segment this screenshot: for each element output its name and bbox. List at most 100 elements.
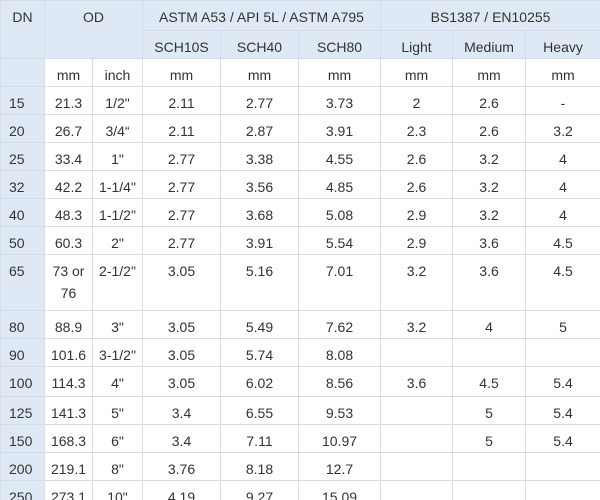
table-cell: 2.3 [380,114,454,143]
table-cell [452,480,527,500]
table-cell: 2.6 [452,114,527,143]
table-cell: 60.3 [44,226,93,255]
table-cell: 4.85 [297,170,382,199]
unit-cell: mm [44,58,93,87]
dn-cell: 65 [0,254,45,311]
table-cell: - [525,86,600,115]
table-cell: 3.91 [220,226,299,255]
table-cell [380,480,454,500]
unit-cell: mm [452,58,527,87]
table-cell: 3.05 [142,254,221,311]
table-cell: 3.6 [452,226,527,255]
table-cell: 9.53 [297,396,382,425]
table-cell: 42.2 [44,170,93,199]
table-cell [380,338,454,367]
table-cell: 3.68 [220,198,299,227]
unit-cell: mm [220,58,299,87]
table-cell: 8.56 [297,366,382,397]
table-cell: 3.56 [220,170,299,199]
table-cell [380,452,454,481]
dn-cell: 32 [0,170,45,199]
table-cell: 5.49 [220,310,299,339]
table-row: 50 60.3 2" 2.77 3.91 5.54 2.9 3.6 4.5 [0,226,600,255]
table-cell: 5.54 [297,226,382,255]
table-row: 150 168.3 6" 3.4 7.11 10.97 5 5.4 [0,424,600,453]
table-cell: 3.2 [452,170,527,199]
header-cell: SCH10S [142,30,221,59]
table-cell: 4 [525,142,600,171]
table-cell: 5.08 [297,198,382,227]
table-cell: 273.1 [44,480,93,500]
table-cell: 2.6 [380,142,454,171]
table-cell: 3.4 [142,396,221,425]
table-cell: 4 [525,198,600,227]
table-row: 20 26.7 3/4“ 2.11 2.87 3.91 2.3 2.6 3.2 [0,114,600,143]
table-cell: 5.4 [525,366,600,397]
table-cell: 33.4 [44,142,93,171]
dn-cell: 40 [0,198,45,227]
table-cell [525,480,600,500]
table-cell [452,452,527,481]
table-cell: 73 or 76 [44,254,93,311]
table-cell: 141.3 [44,396,93,425]
table-cell: 48.3 [44,198,93,227]
table-cell: 3.91 [297,114,382,143]
table-cell: 7.01 [297,254,382,311]
table-cell: 4.5 [525,226,600,255]
table-cell: 2.77 [142,170,221,199]
dn-cell: 80 [0,310,45,339]
table-cell: 21.3 [44,86,93,115]
dn-cell: 15 [0,86,45,115]
table-cell: 4.5 [525,254,600,311]
table-row: 32 42.2 1-1/4" 2.77 3.56 4.85 2.6 3.2 4 [0,170,600,199]
table-cell: 2.87 [220,114,299,143]
table-cell: 8.08 [297,338,382,367]
table-cell: 4.19 [142,480,221,500]
table-cell: 3.2 [380,254,454,311]
table-row: 125 141.3 5" 3.4 6.55 9.53 5 5.4 [0,396,600,425]
dn-cell: 150 [0,424,45,453]
table-cell: 2.9 [380,198,454,227]
table-cell: 3.6 [380,366,454,397]
table-cell: 2-1/2" [92,254,143,311]
table-cell: 101.6 [44,338,93,367]
table-row: 15 21.3 1/2" 2.11 2.77 3.73 2 2.6- [0,86,600,115]
table-cell: 5 [452,424,527,453]
table-cell: 2.77 [142,226,221,255]
table-cell: 8" [92,452,143,481]
table-cell: 6.55 [220,396,299,425]
header-cell: ASTM A53 / API 5L / ASTM A795 [141,0,382,31]
table-cell: 5" [92,396,143,425]
table-cell: 3.6 [452,254,527,311]
table-cell: 168.3 [44,424,93,453]
table-cell: 7.11 [220,424,299,453]
header-cell: SCH80 [297,30,382,59]
table-cell [525,338,600,367]
table-cell: 10" [92,480,143,500]
table-row: 100 114.3 4" 3.05 6.02 8.56 3.6 4.5 5.4 [0,366,600,397]
table-cell: 3.38 [220,142,299,171]
header-cell: SCH40 [220,30,299,59]
table-cell: 2.77 [142,198,221,227]
table-cell: 6" [92,424,143,453]
table-cell: 3.76 [142,452,221,481]
table-cell [452,338,527,367]
unit-cell: mm [297,58,382,87]
table-cell: 10.97 [297,424,382,453]
table-cell: 3/4“ [92,114,143,143]
table-cell: 5.4 [525,424,600,453]
table-cell: 4 [525,170,600,199]
table-cell: 3.2 [380,310,454,339]
table-cell: 1-1/2" [92,198,143,227]
table-cell: 7.62 [297,310,382,339]
table-row: 250 273.1 10" 4.19 9.27 15.09 [0,480,600,500]
table-cell: 1/2" [92,86,143,115]
table-cell: 2" [92,226,143,255]
table-row: 65 73 or 76 2-1/2" 3.05 5.16 7.01 3.2 3.6 4.5 [0,254,600,311]
unit-cell: mm [380,58,454,87]
dn-cell: 25 [0,142,45,171]
blank-cell [0,58,45,87]
table-cell: 12.7 [297,452,382,481]
